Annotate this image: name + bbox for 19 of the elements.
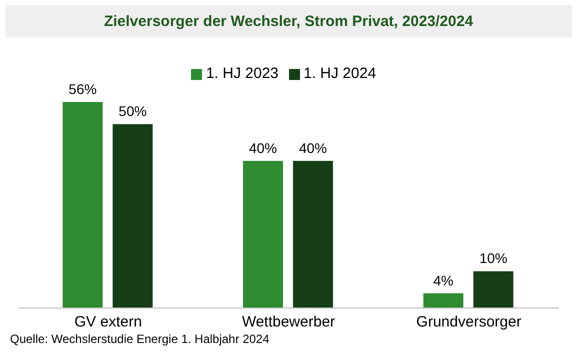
bar <box>423 293 464 308</box>
bar <box>243 160 284 308</box>
bar <box>112 124 153 308</box>
bar <box>62 102 103 308</box>
data-label: 56% <box>68 81 97 97</box>
source-note: Quelle: Wechslerstudie Energie 1. Halbjahr 2024 <box>10 332 270 346</box>
data-label: 50% <box>118 103 147 120</box>
data-label: 40% <box>298 140 328 156</box>
chart-title: Zielversorger der Wechsler, Strom Privat, 2023/2024 <box>5 5 572 37</box>
data-label: 10% <box>479 250 508 266</box>
legend-label: 1. HJ 2024 <box>304 65 376 82</box>
x-tick-label: Grundversorger <box>416 314 522 331</box>
bar <box>293 160 334 308</box>
data-label: 40% <box>248 140 278 156</box>
legend-label: 1. HJ 2023 <box>206 65 278 82</box>
bar <box>473 271 514 308</box>
x-tick-label: Wettbewerber <box>242 314 336 331</box>
x-tick-label: GV extern <box>74 314 142 331</box>
data-label: 4% <box>433 272 454 288</box>
